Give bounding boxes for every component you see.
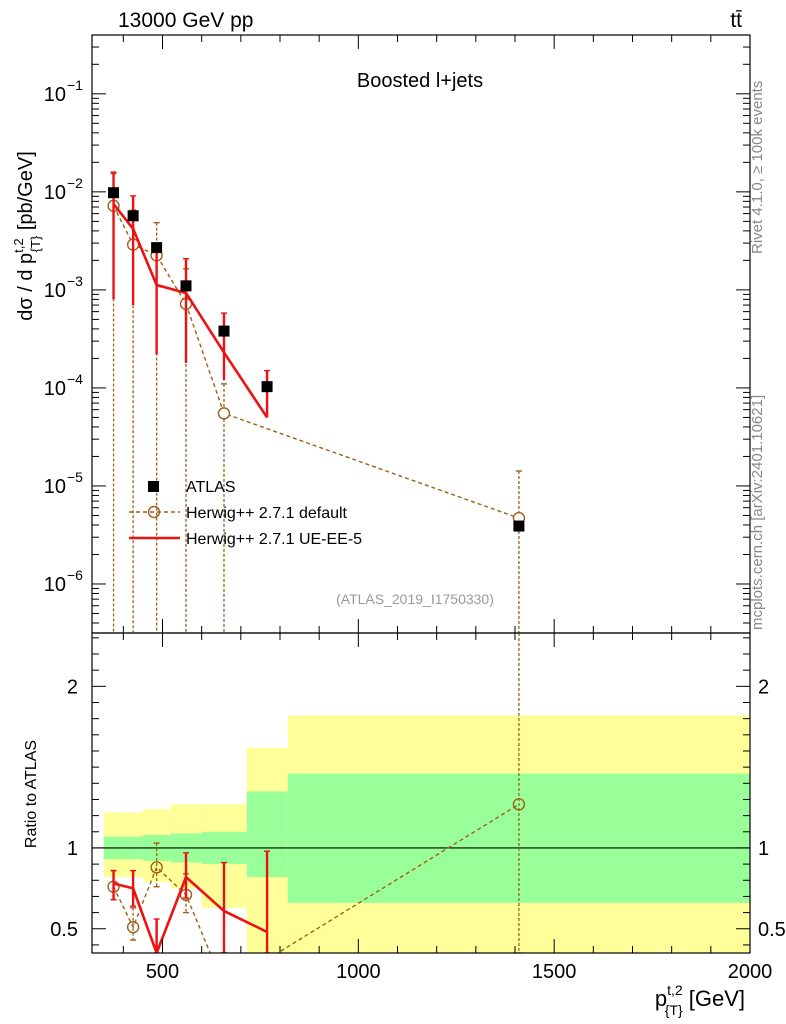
plot-title: Boosted l+jets [357, 70, 483, 92]
x-tick-label: 1000 [336, 961, 381, 983]
main-y-tick-label-exponent: −1 [67, 77, 83, 93]
ratio-plot-frame [91, 632, 751, 954]
rivet-version-text: Rivet 4.1.0, ≥ 100k events [749, 81, 766, 254]
ratio-point-default [126, 920, 140, 934]
main-y-tick-labels: 10−110−210−310−410−510−6 [44, 77, 83, 596]
main-axis-ticks [92, 35, 751, 633]
ratio-y-tick-label-right: 2 [758, 676, 769, 698]
legend-atlas-label: ATLAS [186, 479, 236, 496]
header-left: 13000 GeV pp [118, 9, 253, 32]
header-right: tt̄ [730, 9, 742, 32]
y-axis-title-main: dσ / d pt,2 {T} [pb/GeV] [11, 151, 43, 321]
main-y-tick-label: 10 [44, 84, 66, 106]
x-tick-label: 500 [146, 961, 179, 983]
ratio-point-default [150, 861, 163, 874]
legend-atlas-marker [148, 481, 159, 492]
legend-default-label: Herwig++ 2.7.1 default [186, 505, 348, 522]
atlas-data-point [513, 520, 525, 532]
main-y-tick-label: 10 [44, 476, 66, 498]
ratio-axis-ticks [92, 633, 751, 953]
ratio-y-tick-labels: 0.5 0.5 1 1 2 2 [50, 676, 786, 940]
legend-default-marker [147, 505, 161, 519]
atlas-data-point [180, 280, 192, 292]
main-y-tick-label: 10 [44, 280, 66, 302]
ratio-line-ueee5 [113, 874, 268, 953]
x-axis-title: pt,2 {T} [GeV] [655, 982, 745, 1018]
mcplots-reference-text: mcplots.cern.ch [arXiv:2401.10621] [749, 395, 766, 630]
atlas-data-point [261, 381, 273, 393]
main-y-tick-label-exponent: −4 [67, 371, 83, 387]
main-point-default [217, 407, 231, 420]
ratio-y-tick-label-left: 1 [67, 838, 78, 860]
x-tick-label: 1500 [532, 961, 577, 983]
x-tick-labels: 500 1000 1500 2000 [146, 961, 772, 983]
main-y-tick-label: 10 [44, 378, 66, 400]
ratio-point-default [218, 981, 229, 992]
legend: ATLAS Herwig++ 2.7.1 default Herwig++ 2.… [129, 479, 362, 548]
main-plot-panel: 10−110−210−310−410−510−6 Boosted l+jets … [44, 34, 751, 634]
main-y-tick-label-exponent: −6 [67, 567, 83, 583]
ratio-y-tick-label-left: 0.5 [50, 919, 78, 941]
ratio-line-default [112, 803, 520, 953]
y-axis-title-ratio: Ratio to ATLAS [23, 740, 40, 848]
atlas-data-point [218, 325, 230, 337]
atlas-data-point [108, 187, 120, 199]
legend-ueee5-label: Herwig++ 2.7.1 UE-EE-5 [186, 531, 362, 548]
main-line-ueee5 [112, 203, 269, 419]
main-y-tick-label: 10 [44, 182, 66, 204]
main-data-layer [107, 171, 526, 633]
ratio-uncertainty-bands [103, 715, 750, 953]
main-y-tick-label: 10 [44, 574, 66, 596]
ratio-y-tick-label-right: 0.5 [758, 919, 786, 941]
ratio-y-tick-label-right: 1 [758, 838, 769, 860]
ratio-plot-panel: 0.5 0.5 1 1 2 2 500 1000 1500 2000 [50, 632, 786, 992]
main-y-tick-label-exponent: −2 [67, 175, 83, 191]
main-y-tick-label-exponent: −3 [67, 273, 83, 289]
atlas-data-point [151, 242, 163, 254]
watermark: (ATLAS_2019_I1750330) [336, 591, 494, 607]
ratio-data-layer [107, 633, 526, 992]
x-tick-label: 2000 [728, 961, 773, 983]
ratio-y-tick-label-left: 2 [67, 676, 78, 698]
atlas-data-point [127, 210, 139, 222]
ratio-point-default [512, 798, 526, 811]
main-y-tick-label-exponent: −5 [67, 469, 83, 485]
main-line-default [112, 205, 520, 519]
